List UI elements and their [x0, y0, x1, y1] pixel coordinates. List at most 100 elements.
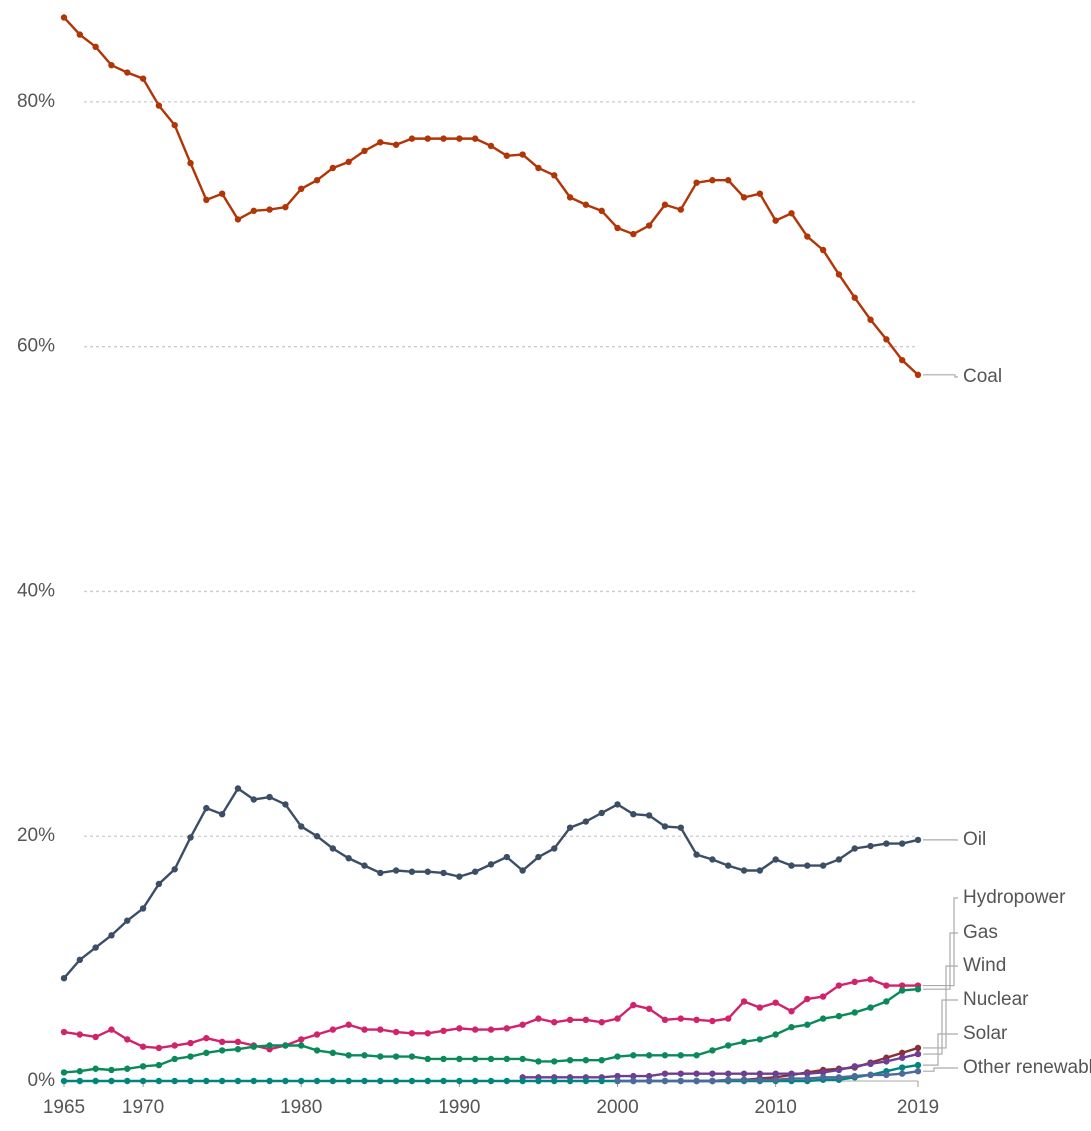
data-point — [377, 139, 384, 146]
data-point — [709, 856, 716, 863]
leader-line — [923, 1033, 958, 1066]
data-point — [487, 1077, 495, 1085]
data-point — [535, 1015, 542, 1022]
data-point — [108, 932, 115, 939]
leader-line — [923, 999, 958, 1055]
data-point — [424, 868, 431, 875]
data-point — [819, 1015, 827, 1022]
data-point — [661, 823, 669, 830]
data-point — [471, 1055, 479, 1063]
data-point — [408, 868, 416, 875]
data-point — [519, 867, 526, 874]
data-point — [883, 1071, 890, 1079]
data-point — [234, 1077, 242, 1085]
data-point — [234, 785, 242, 792]
data-point — [851, 294, 858, 301]
data-point — [408, 1030, 416, 1037]
data-point — [582, 201, 590, 208]
data-point — [788, 1008, 795, 1015]
data-point — [76, 1077, 84, 1085]
series-label: Gas — [963, 922, 998, 943]
data-point — [282, 1077, 289, 1085]
data-point — [804, 995, 811, 1003]
data-point — [92, 1033, 99, 1041]
data-point — [234, 1045, 242, 1053]
data-point — [471, 135, 479, 142]
data-point — [835, 1074, 843, 1081]
data-point — [392, 1053, 400, 1060]
data-point — [566, 824, 574, 831]
data-point — [693, 1016, 700, 1024]
data-point — [598, 1019, 605, 1026]
data-point — [756, 867, 764, 874]
series-line — [63, 978, 918, 1051]
data-point — [203, 1034, 210, 1042]
data-point — [440, 135, 447, 142]
data-point — [377, 869, 384, 877]
data-point — [819, 1074, 827, 1081]
data-point — [535, 853, 542, 861]
data-point — [424, 1077, 431, 1085]
data-point — [108, 1077, 115, 1085]
data-point — [392, 141, 400, 148]
data-point — [456, 1055, 463, 1063]
data-point — [725, 1015, 732, 1022]
data-point — [76, 1068, 84, 1075]
data-point — [898, 1070, 906, 1077]
data-point — [503, 1077, 511, 1085]
data-point — [645, 1072, 653, 1080]
data-point — [124, 1065, 131, 1072]
data-point — [914, 371, 922, 379]
series-label: Wind — [963, 955, 1006, 976]
data-point — [329, 1077, 337, 1085]
data-point — [772, 1076, 779, 1083]
data-point — [693, 1077, 700, 1085]
data-point — [171, 1077, 178, 1085]
leader-line — [923, 932, 958, 990]
data-point — [804, 1075, 811, 1082]
data-point — [471, 1026, 479, 1033]
data-point — [867, 976, 874, 983]
data-point — [345, 1021, 352, 1028]
data-point — [551, 1019, 558, 1026]
data-point — [677, 1077, 684, 1085]
data-point — [377, 1077, 384, 1085]
data-point — [345, 1077, 352, 1085]
data-point — [914, 1061, 922, 1069]
series-label: Nuclear — [963, 989, 1029, 1010]
data-point — [408, 1077, 416, 1085]
data-point — [709, 1047, 716, 1054]
data-point — [709, 1070, 716, 1077]
data-point — [804, 1070, 811, 1077]
data-point — [218, 810, 226, 818]
data-point — [661, 1070, 669, 1077]
data-point — [867, 842, 874, 850]
data-point — [187, 159, 194, 167]
data-point — [914, 1068, 922, 1075]
data-point — [139, 1043, 147, 1050]
data-point — [266, 1042, 273, 1049]
data-point — [503, 853, 511, 861]
data-point — [440, 1077, 447, 1085]
data-point — [898, 982, 906, 989]
data-point — [756, 190, 764, 197]
data-point — [788, 210, 795, 217]
data-point — [76, 956, 84, 964]
series-label: Coal — [963, 366, 1002, 387]
series-line — [63, 786, 919, 979]
data-point — [867, 1071, 874, 1079]
data-point — [203, 1077, 210, 1085]
data-point — [566, 194, 574, 201]
data-point — [377, 1026, 384, 1033]
data-point — [313, 1031, 321, 1038]
data-point — [693, 1052, 700, 1059]
data-point — [898, 840, 906, 847]
data-point — [867, 1060, 874, 1068]
data-point — [203, 804, 210, 812]
data-point — [471, 1077, 479, 1085]
series-label: Hydropower — [963, 887, 1066, 908]
data-point — [898, 1049, 906, 1057]
data-point — [487, 1026, 495, 1033]
data-point — [756, 1004, 764, 1011]
data-point — [456, 873, 463, 880]
